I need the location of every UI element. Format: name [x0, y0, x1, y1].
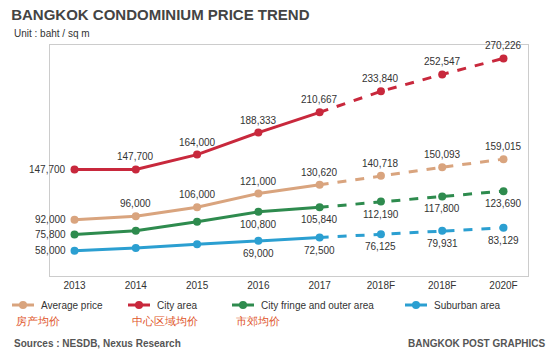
svg-text:72,500: 72,500: [304, 245, 335, 256]
svg-text:140,718: 140,718: [362, 158, 399, 169]
svg-text:房产均价: 房产均价: [16, 315, 60, 327]
svg-text:270,226: 270,226: [485, 40, 522, 51]
svg-text:City area: City area: [157, 300, 197, 311]
svg-text:210,667: 210,667: [301, 94, 338, 105]
svg-text:117,800: 117,800: [424, 203, 460, 214]
svg-text:市郊均价: 市郊均价: [236, 315, 280, 327]
svg-text:150,093: 150,093: [424, 149, 461, 160]
svg-text:Suburban area: Suburban area: [434, 300, 501, 311]
svg-text:Sources : NESDB, Nexus Researc: Sources : NESDB, Nexus Research: [14, 338, 181, 349]
svg-text:164,000: 164,000: [179, 137, 216, 148]
svg-text:188,333: 188,333: [240, 115, 277, 126]
svg-text:147,700: 147,700: [29, 164, 66, 175]
svg-text:69,000: 69,000: [243, 248, 274, 259]
svg-text:106,000: 106,000: [179, 189, 216, 200]
svg-text:92,000: 92,000: [35, 214, 66, 225]
svg-text:中心区域均价: 中心区域均价: [132, 315, 198, 327]
svg-text:2017: 2017: [309, 280, 332, 291]
svg-text:2013: 2013: [63, 280, 86, 291]
svg-text:Average price: Average price: [41, 300, 103, 311]
svg-text:75,800: 75,800: [35, 229, 66, 240]
svg-text:2016: 2016: [247, 280, 270, 291]
svg-text:58,000: 58,000: [35, 245, 66, 256]
svg-text:252,547: 252,547: [424, 56, 461, 67]
svg-text:2018F: 2018F: [367, 280, 395, 291]
svg-text:2018F: 2018F: [428, 280, 456, 291]
svg-text:121,000: 121,000: [240, 176, 277, 187]
svg-text:2015: 2015: [186, 280, 209, 291]
svg-text:76,125: 76,125: [365, 241, 396, 252]
svg-text:City fringe and outer area: City fringe and outer area: [261, 300, 374, 311]
svg-text:83,129: 83,129: [488, 235, 519, 246]
svg-text:233,840: 233,840: [362, 73, 399, 84]
svg-text:112,190: 112,190: [363, 209, 399, 220]
svg-text:130,620: 130,620: [301, 167, 338, 178]
svg-text:147,700: 147,700: [117, 151, 154, 162]
svg-text:105,840: 105,840: [301, 214, 338, 225]
svg-text:100,800: 100,800: [240, 219, 277, 230]
svg-text:123,690: 123,690: [485, 198, 522, 209]
svg-text:BANGKOK CONDOMINIUM PRICE TREN: BANGKOK CONDOMINIUM PRICE TREND: [11, 6, 309, 23]
svg-text:2020F: 2020F: [489, 280, 517, 291]
svg-text:BANGKOK POST GRAPHICS: BANGKOK POST GRAPHICS: [408, 338, 546, 349]
svg-text:Unit : baht / sq m: Unit : baht / sq m: [14, 28, 90, 39]
svg-text:2014: 2014: [125, 280, 148, 291]
svg-text:79,931: 79,931: [427, 238, 458, 249]
svg-text:159,015: 159,015: [485, 141, 522, 152]
svg-text:96,000: 96,000: [120, 198, 151, 209]
